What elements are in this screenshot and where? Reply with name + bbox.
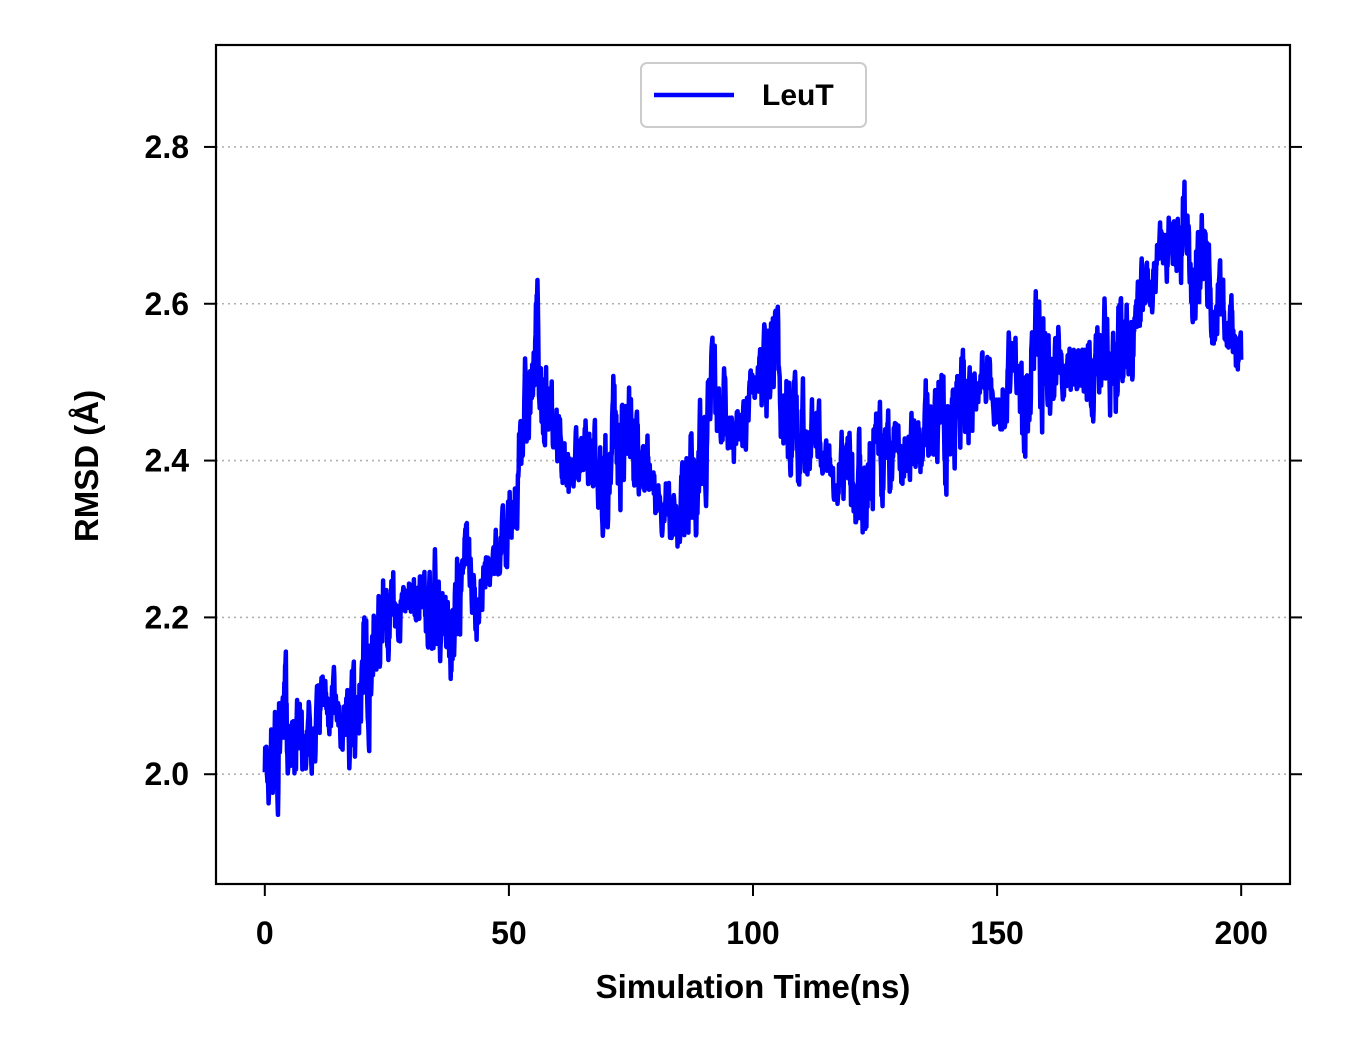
- legend: LeuT: [640, 62, 867, 128]
- y-tick-label: 2.0: [145, 756, 189, 792]
- y-tick-label: 2.6: [145, 286, 189, 322]
- y-tick-label: 2.8: [145, 129, 189, 165]
- x-tick-label: 150: [970, 915, 1023, 951]
- y-tick-label: 2.2: [145, 599, 189, 635]
- legend-box: [640, 62, 867, 128]
- x-tick-label: 100: [726, 915, 779, 951]
- gridlines: [216, 146, 1290, 776]
- x-tick-label: 50: [491, 915, 527, 951]
- x-axis-label: Simulation Time(ns): [596, 968, 911, 1005]
- x-tick-label: 0: [256, 915, 274, 951]
- y-tick-label: 2.4: [145, 443, 190, 479]
- legend-label-leut: LeuT: [762, 79, 834, 112]
- y-axis-label: RMSD (Å): [68, 390, 105, 542]
- x-tick-label: 200: [1214, 915, 1267, 951]
- series-line-leut: [262, 179, 1244, 818]
- axis-ticks: 2.0 2.2 2.4 2.6 2.8 0 50 100 150 200: [145, 129, 1302, 951]
